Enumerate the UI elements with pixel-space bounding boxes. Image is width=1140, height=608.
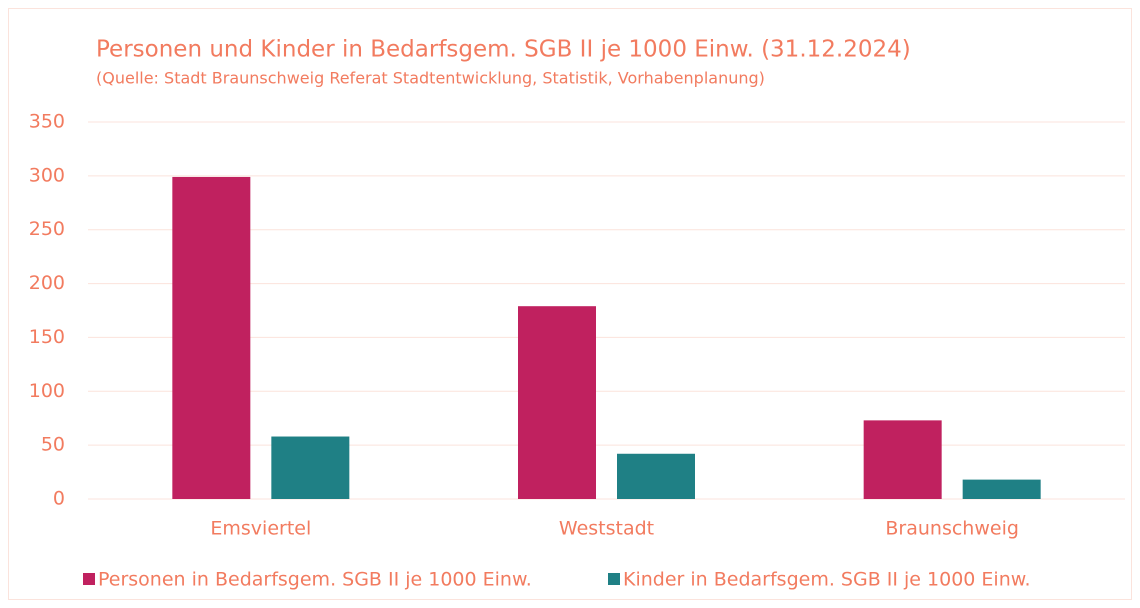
bar [617,453,695,499]
chart-title: Personen und Kinder in Bedarfsgem. SGB I… [96,37,911,63]
y-tick-label: 100 [29,380,65,402]
bar [863,420,942,499]
x-tick-label: Weststadt [559,518,654,540]
legend-label: Personen in Bedarfsgem. SGB II je 1000 E… [98,569,532,591]
legend-label: Kinder in Bedarfsgem. SGB II je 1000 Ein… [623,569,1031,591]
bar [518,306,596,499]
bar [172,176,251,500]
x-tick-label: Emsviertel [210,518,311,540]
y-tick-label: 150 [29,326,65,348]
bar [271,436,350,499]
y-tick-label: 250 [29,218,65,240]
chart-subtitle: (Quelle: Stadt Braunschweig Referat Stad… [96,69,765,88]
y-tick-label: 0 [53,488,65,510]
y-tick-label: 300 [29,164,65,186]
legend-swatch [83,573,95,585]
y-tick-label: 200 [29,272,65,294]
y-tick-label: 50 [41,434,65,456]
legend-swatch [608,573,620,585]
x-tick-label: Braunschweig [885,518,1019,540]
y-tick-label: 350 [29,111,65,133]
bar [962,479,1041,499]
